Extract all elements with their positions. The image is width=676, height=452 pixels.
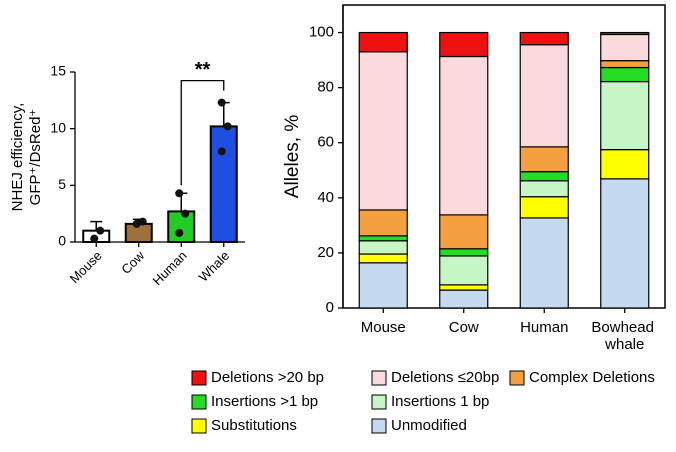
x-tick-label: Human	[520, 319, 568, 336]
bar-segment	[358, 51, 408, 211]
x-tick-label: Human	[150, 248, 190, 288]
x-tick-label: Bowhead whale	[591, 319, 658, 353]
bar-segment	[358, 31, 408, 53]
bar-segment	[519, 146, 569, 173]
y-tick-label: 80	[317, 79, 334, 96]
legend-swatch	[371, 370, 387, 386]
bar-segment	[439, 31, 489, 58]
bar-segment	[439, 248, 489, 257]
data-point	[175, 189, 184, 198]
data-point	[132, 219, 141, 228]
bar-segment	[439, 284, 489, 291]
bar	[167, 210, 196, 243]
bar-segment	[439, 55, 489, 216]
bar-segment	[358, 262, 408, 309]
bar-segment	[439, 214, 489, 250]
legend-label: Insertions >1 bp	[211, 393, 318, 410]
legend-label: Unmodified	[391, 417, 467, 434]
bar-segment	[358, 240, 408, 255]
significance-label: **	[195, 59, 211, 81]
y-axis-label-line: NHEJ efficiency,	[9, 103, 26, 212]
x-tick-label: Mouse	[67, 248, 105, 286]
legend-swatch	[371, 394, 387, 410]
legend-label: Complex Deletions	[529, 369, 655, 386]
bar-segment	[439, 255, 489, 286]
bar-segment	[439, 289, 489, 309]
legend-label: Substitutions	[211, 417, 297, 434]
data-point	[96, 226, 105, 235]
bar	[209, 125, 238, 243]
bar-segment	[519, 217, 569, 309]
x-tick-label: Mouse	[361, 319, 406, 336]
bar-segment	[600, 31, 650, 36]
data-point	[175, 228, 184, 237]
x-tick-label-line: Bowhead	[591, 319, 658, 336]
legend-swatch	[191, 418, 207, 434]
data-point	[217, 147, 226, 156]
data-point	[138, 217, 147, 226]
y-tick-label: 60	[317, 134, 334, 151]
plot-frame	[342, 4, 666, 309]
bar-segment	[358, 235, 408, 242]
y-tick-label: 15	[50, 63, 66, 79]
x-tick-label-line: whale	[604, 336, 644, 353]
bar-segment	[600, 178, 650, 309]
bar-segment	[519, 44, 569, 148]
bar-segment	[519, 196, 569, 219]
legend-swatch	[371, 418, 387, 434]
y-tick-label: 0	[58, 233, 66, 249]
y-axis-label: NHEJ efficiency,GFP⁺/DsRed⁺	[9, 103, 44, 212]
legend-label: Deletions ≤20bp	[391, 369, 499, 386]
legend-swatch	[191, 370, 207, 386]
bar-segment	[600, 80, 650, 151]
y-tick-label: 40	[317, 189, 334, 206]
bar-segment	[358, 209, 408, 237]
y-tick-label: 0	[326, 299, 334, 316]
legend-swatch	[191, 394, 207, 410]
y-tick-label: 10	[50, 119, 66, 135]
x-tick-label: Whale	[196, 248, 233, 285]
bar-segment	[600, 66, 650, 83]
significance-bracket	[180, 79, 225, 186]
bar-segment	[600, 60, 650, 69]
y-axis-label: Alleles, %	[282, 115, 303, 199]
bar-segment	[600, 149, 650, 180]
data-point	[90, 234, 99, 243]
x-tick-label: Cow	[449, 319, 479, 336]
legend-swatch	[509, 370, 525, 386]
bar-segment	[519, 31, 569, 46]
legend-label: Insertions 1 bp	[391, 393, 489, 410]
legend-label: Deletions >20 bp	[211, 369, 324, 386]
data-point	[181, 209, 190, 218]
bar-segment	[358, 253, 408, 264]
data-point	[217, 98, 226, 107]
y-tick-label: 20	[317, 244, 334, 261]
x-tick-label: Cow	[118, 248, 147, 277]
bar-segment	[600, 33, 650, 62]
data-point	[223, 122, 232, 131]
y-tick-label: 100	[309, 24, 334, 41]
bar-segment	[519, 180, 569, 198]
y-tick-label: 5	[58, 176, 66, 192]
y-axis-label-line: GFP⁺/DsRed⁺	[27, 109, 44, 206]
bar-segment	[519, 171, 569, 182]
